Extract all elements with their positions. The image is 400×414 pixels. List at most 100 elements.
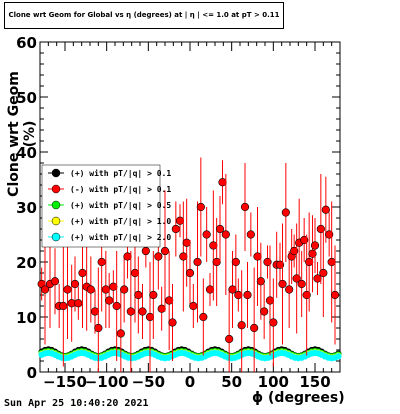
x-tick-label: 100: [258, 373, 289, 391]
data-point: [157, 304, 166, 313]
data-point: [228, 285, 237, 294]
y-tick-label: 30: [16, 199, 37, 217]
data-point: [78, 268, 87, 278]
y-tick-label: 50: [16, 89, 37, 107]
data-point: [97, 257, 106, 267]
data-point: [319, 268, 328, 278]
data-point: [269, 318, 278, 327]
x-tick-label: −150: [43, 373, 87, 391]
data-point: [90, 307, 100, 316]
chart-title-box: Clone wrt Geom for Global vs η (degrees)…: [4, 2, 284, 29]
data-point: [101, 285, 110, 294]
data-point: [316, 224, 325, 234]
legend-label: (+) with pT/|q| > 1.0: [70, 216, 171, 226]
data-point: [221, 230, 230, 239]
x-tick-label: −100: [85, 373, 129, 391]
data-point: [327, 257, 336, 267]
data-point: [240, 202, 250, 212]
data-point: [265, 296, 275, 305]
data-point: [105, 296, 114, 305]
chart-title: Clone wrt Geom for Global vs η (degrees)…: [8, 11, 280, 19]
data-point: [278, 279, 287, 289]
data-point: [290, 246, 299, 256]
data-point: [202, 230, 211, 239]
data-point: [50, 277, 60, 286]
data-point: [59, 301, 68, 311]
legend-label: (+) with pT/|q| > 2.0: [70, 232, 171, 242]
data-point: [256, 277, 265, 286]
data-point: [325, 230, 334, 239]
data-point: [149, 290, 158, 300]
data-point: [300, 235, 309, 245]
data-point: [193, 257, 202, 267]
data-point: [243, 290, 252, 300]
data-point: [171, 224, 180, 234]
data-point: [308, 249, 317, 258]
data-point: [321, 205, 330, 214]
data-point: [168, 318, 177, 327]
x-axis-label: ϕ (degrees): [252, 390, 345, 406]
data-point: [112, 301, 121, 311]
y-tick-label: 40: [16, 144, 37, 162]
data-point: [86, 285, 95, 294]
data-point: [281, 208, 290, 217]
data-point: [285, 285, 294, 294]
data-point: [292, 274, 301, 283]
data-point: [116, 329, 125, 338]
x-tick-label: 0: [185, 373, 195, 391]
data-point: [134, 290, 143, 300]
y-tick-label: 10: [16, 309, 37, 327]
data-point: [123, 252, 132, 261]
legend-marker: [51, 184, 61, 194]
timestamp-footer: Sun Apr 25 10:40:20 2021: [4, 398, 149, 409]
x-tick-label: 50: [221, 373, 242, 391]
data-point: [145, 312, 155, 322]
data-point: [302, 290, 311, 300]
legend-marker: [51, 232, 61, 242]
data-point: [182, 238, 191, 247]
data-point: [310, 241, 320, 250]
data-point: [205, 285, 215, 294]
data-point: [70, 279, 80, 289]
legend-marker: [51, 216, 61, 226]
legend-marker: [51, 168, 61, 178]
band-point: [335, 353, 342, 360]
legend-label: (+) with pT/|q| > 0.1: [70, 168, 171, 178]
legend-label: (-) with pT/|q| > 0.1: [70, 184, 171, 194]
data-point: [218, 178, 227, 187]
y-axis-label: Clone wrt Geom (%): [6, 71, 38, 197]
data-point: [260, 307, 269, 316]
data-point: [275, 260, 285, 269]
y-tick-label: 0: [27, 364, 37, 382]
legend-marker: [51, 200, 61, 210]
data-point: [234, 290, 243, 300]
data-point: [154, 252, 163, 261]
y-tick-label: 60: [16, 34, 37, 52]
data-point: [74, 299, 83, 308]
x-tick-label: −50: [132, 373, 165, 391]
legend-label: (+) with pT/|q| > 0.5: [70, 200, 171, 210]
data-point: [130, 268, 140, 278]
data-point: [297, 279, 306, 289]
data-point: [175, 216, 185, 225]
data-point: [120, 285, 129, 294]
data-point: [215, 224, 225, 234]
data-point: [225, 334, 234, 344]
data-point: [141, 246, 150, 256]
data-point: [160, 246, 170, 256]
data-point: [126, 307, 135, 316]
data-point: [313, 274, 322, 283]
data-point: [165, 296, 174, 305]
data-point: [196, 202, 205, 212]
y-tick-label: 20: [16, 254, 37, 272]
data-point: [209, 241, 218, 250]
data-point: [189, 301, 198, 311]
data-point: [63, 285, 72, 294]
data-point: [199, 312, 208, 322]
data-point: [250, 323, 259, 333]
data-point: [212, 257, 221, 267]
data-point: [263, 257, 272, 267]
data-point: [94, 323, 103, 333]
data-point: [237, 321, 246, 330]
